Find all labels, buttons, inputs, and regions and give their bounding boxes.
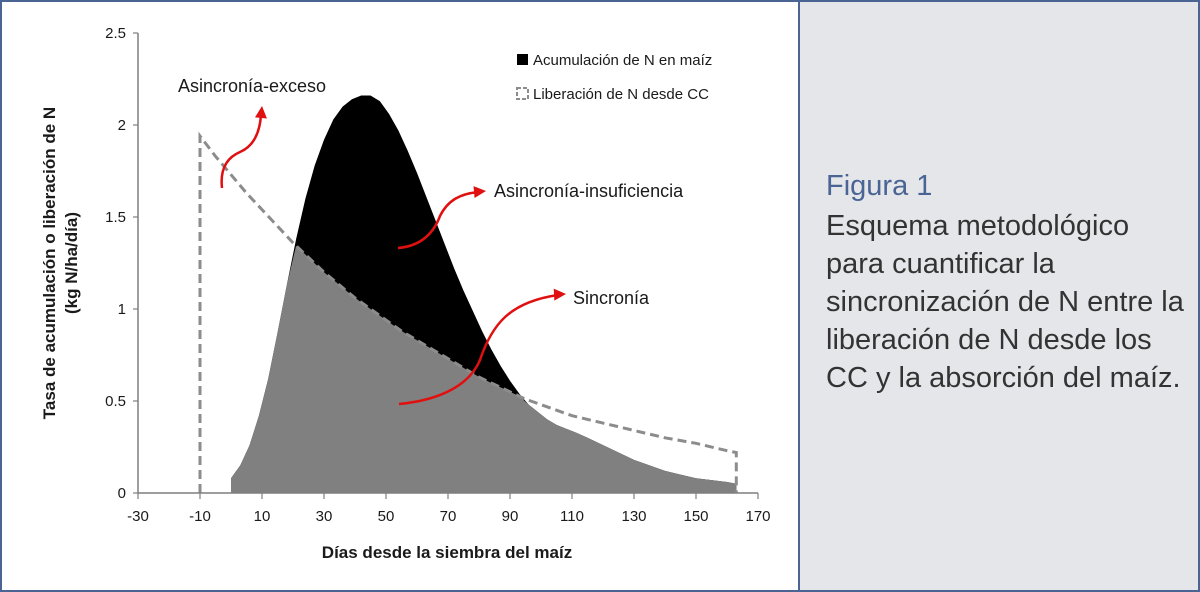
legend-swatch-accumulation [517, 54, 528, 65]
chart-ticks: -30 -10 10 30 50 70 90 110 130 150 170 0 0.5 1 1.5 2 2.5 [105, 25, 770, 525]
y-tick-label: 2 [118, 117, 126, 134]
legend-swatch-release [516, 87, 529, 100]
y-tick-label: 2.5 [105, 25, 126, 42]
y-axis-title-line-2: (kg N/ha/día) [62, 212, 81, 314]
x-axis-title: Días desde la siembra del maíz [322, 543, 572, 562]
x-tick-label: 130 [621, 508, 646, 525]
x-tick-label: -10 [189, 508, 211, 525]
annotation-asincronia-insuficiencia: Asincronía-insuficiencia [494, 181, 684, 201]
y-tick-label: 1 [118, 301, 126, 318]
x-tick-label: -30 [127, 508, 149, 525]
legend-label-release: Liberación de N desde CC [533, 86, 709, 103]
figure-caption-text: Esquema metodológico para cuantificar la… [826, 210, 1184, 394]
x-tick-label: 10 [254, 508, 271, 525]
x-tick-label: 90 [502, 508, 519, 525]
chart-svg: -30 -10 10 30 50 70 90 110 130 150 170 0 0.5 1 1.5 2 2.5… [40, 25, 771, 562]
arrow-sincronia-shaft [398, 293, 559, 406]
annotation-arrows [220, 106, 566, 406]
chart-lines [198, 131, 738, 493]
arrow-exceso-shaft [220, 113, 263, 189]
arrow-sincronia-head [553, 288, 566, 301]
y-tick-label: 0 [118, 485, 126, 502]
figure-caption-title: Figura 1 [826, 170, 933, 202]
x-tick-label: 50 [378, 508, 395, 525]
arrow-insuficiencia-shaft [397, 190, 479, 250]
arrow-exceso-head [254, 106, 267, 119]
y-tick-label: 1.5 [105, 209, 126, 226]
y-tick-label: 0.5 [105, 393, 126, 410]
x-tick-label: 110 [560, 508, 584, 525]
area-synchrony [231, 245, 737, 493]
x-tick-label: 170 [745, 508, 770, 525]
chart-panel: -30 -10 10 30 50 70 90 110 130 150 170 0 0.5 1 1.5 2 2.5… [2, 2, 800, 590]
caption-panel: Figura 1 Esquema metodológico para cuant… [800, 2, 1198, 590]
arrow-insuficiencia-head [473, 186, 486, 199]
legend-label-accumulation: Acumulación de N en maíz [533, 52, 712, 69]
chart-legend: Acumulación de N en maíz Liberación de N… [516, 52, 712, 103]
chart-areas [231, 95, 737, 493]
annotation-sincronia: Sincronía [573, 288, 650, 308]
y-axis-title-line-1: Tasa de acumulación o liberación de N [40, 107, 59, 419]
annotation-asincronia-exceso: Asincronía-exceso [178, 76, 326, 96]
x-tick-label: 70 [440, 508, 457, 525]
x-tick-label: 30 [316, 508, 333, 525]
line-release [198, 131, 738, 493]
x-tick-label: 150 [683, 508, 708, 525]
